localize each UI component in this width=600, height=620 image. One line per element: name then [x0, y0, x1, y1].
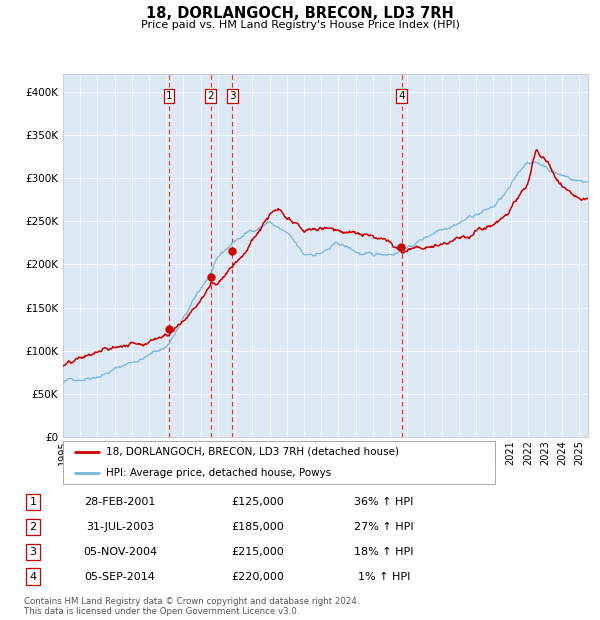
Text: 2: 2 — [208, 91, 214, 100]
Text: 36% ↑ HPI: 36% ↑ HPI — [355, 497, 413, 507]
Text: 1: 1 — [166, 91, 172, 100]
Text: 18% ↑ HPI: 18% ↑ HPI — [354, 547, 414, 557]
Text: Contains HM Land Registry data © Crown copyright and database right 2024.
This d: Contains HM Land Registry data © Crown c… — [24, 597, 359, 616]
Text: Price paid vs. HM Land Registry's House Price Index (HPI): Price paid vs. HM Land Registry's House … — [140, 20, 460, 30]
Text: 3: 3 — [229, 91, 236, 100]
Text: £125,000: £125,000 — [232, 497, 284, 507]
Text: 05-NOV-2004: 05-NOV-2004 — [83, 547, 157, 557]
Text: £185,000: £185,000 — [232, 522, 284, 532]
Text: 18, DORLANGOCH, BRECON, LD3 7RH (detached house): 18, DORLANGOCH, BRECON, LD3 7RH (detache… — [106, 447, 399, 457]
Text: 31-JUL-2003: 31-JUL-2003 — [86, 522, 154, 532]
Text: 4: 4 — [29, 572, 37, 582]
Text: 2: 2 — [29, 522, 37, 532]
Text: HPI: Average price, detached house, Powys: HPI: Average price, detached house, Powy… — [106, 468, 331, 478]
Text: 1: 1 — [29, 497, 37, 507]
Text: 1% ↑ HPI: 1% ↑ HPI — [358, 572, 410, 582]
Text: 05-SEP-2014: 05-SEP-2014 — [85, 572, 155, 582]
Text: £220,000: £220,000 — [232, 572, 284, 582]
Text: £215,000: £215,000 — [232, 547, 284, 557]
Text: 27% ↑ HPI: 27% ↑ HPI — [354, 522, 414, 532]
Text: 28-FEB-2001: 28-FEB-2001 — [85, 497, 155, 507]
Text: 18, DORLANGOCH, BRECON, LD3 7RH: 18, DORLANGOCH, BRECON, LD3 7RH — [146, 6, 454, 21]
Text: 3: 3 — [29, 547, 37, 557]
Text: 4: 4 — [398, 91, 405, 100]
